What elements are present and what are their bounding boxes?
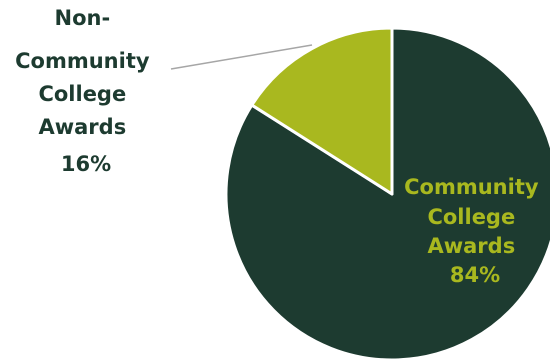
slice-label-community: Community College Awards 84%: [404, 175, 546, 287]
leader-line: [170, 44, 313, 70]
pie-slice-non-community: [250, 26, 394, 196]
pie-slices: [224, 26, 550, 360]
pie-slice-community: [224, 26, 550, 360]
slice-label-non-community: Non- Community College Awards 16%: [15, 6, 157, 176]
